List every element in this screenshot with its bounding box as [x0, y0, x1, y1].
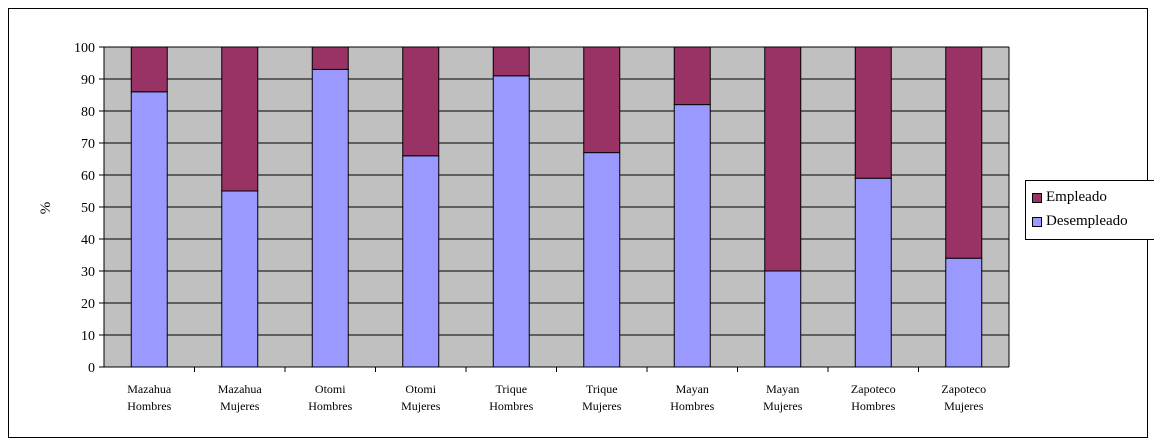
x-tick-label: Mujeres — [401, 399, 441, 413]
bar-empleado-6 — [673, 46, 711, 106]
x-tick-label: Mujeres — [944, 399, 984, 413]
bar-empleado-1 — [221, 46, 259, 192]
legend-item-desempleado: Desempleado — [1032, 213, 1128, 230]
x-tick-label: Mayan — [676, 382, 709, 396]
bar-desempleado-4 — [492, 75, 530, 368]
bar-empleado-8 — [854, 46, 892, 179]
legend-item-empleado: Empleado — [1032, 189, 1107, 206]
bars — [130, 46, 983, 368]
bar-empleado-4 — [492, 46, 530, 77]
legend: Empleado Desempleado — [1025, 180, 1154, 240]
bar-empleado-5 — [583, 46, 621, 154]
y-tick-label: 80 — [81, 105, 95, 120]
y-tick-label: 90 — [81, 73, 95, 88]
x-tick-labels: Mazahua Hombres Mazahua Mujeres Otomi Hombres… — [127, 382, 986, 413]
legend-swatch-empleado — [1032, 192, 1042, 203]
y-tick-label: 30 — [81, 265, 95, 280]
bar-empleado-9 — [945, 46, 983, 259]
y-tick-label: 50 — [81, 201, 95, 216]
x-tick-label: Mazahua — [218, 382, 263, 396]
x-tick-label: Hombres — [670, 399, 714, 413]
x-tick-label: Otomi — [405, 382, 436, 396]
y-tick-label: 40 — [81, 233, 95, 248]
bar-desempleado-8 — [854, 177, 892, 368]
bar-desempleado-2 — [311, 68, 349, 368]
y-axis-label: % — [38, 202, 54, 215]
y-tick-labels: 0 10 20 30 40 50 60 70 80 90 100 — [74, 41, 95, 376]
y-tick-label: 20 — [81, 297, 95, 312]
y-tick-label: 10 — [81, 329, 95, 344]
bar-desempleado-1 — [221, 190, 259, 368]
x-tick-label: Mujeres — [763, 399, 803, 413]
x-tick-label: Mujeres — [220, 399, 260, 413]
bar-empleado-2 — [311, 46, 349, 70]
bar-empleado-0 — [130, 46, 168, 93]
bar-desempleado-6 — [673, 104, 711, 368]
legend-swatch-desempleado — [1032, 216, 1042, 227]
legend-label-desempleado: Desempleado — [1046, 213, 1128, 229]
bar-desempleado-9 — [945, 257, 983, 368]
legend-label-empleado: Empleado — [1046, 189, 1107, 205]
x-tick-label: Mazahua — [127, 382, 172, 396]
x-tick-label: Trique — [495, 382, 527, 396]
y-tick-label: 100 — [74, 41, 95, 56]
x-tick-label: Hombres — [127, 399, 171, 413]
x-tick-label: Hombres — [489, 399, 533, 413]
bar-desempleado-5 — [583, 152, 621, 368]
x-tick-label: Zapoteco — [941, 382, 986, 396]
bar-empleado-7 — [764, 46, 802, 272]
x-tick-label: Hombres — [851, 399, 895, 413]
x-tick-label: Otomi — [315, 382, 346, 396]
y-tick-label: 60 — [81, 169, 95, 184]
axes — [99, 46, 1010, 372]
y-tick-label: 70 — [81, 137, 95, 152]
x-tick-label: Mayan — [766, 382, 799, 396]
x-tick-label: Hombres — [308, 399, 352, 413]
x-tick-label: Zapoteco — [851, 382, 896, 396]
bar-desempleado-7 — [764, 270, 802, 368]
bar-desempleado-3 — [402, 155, 440, 368]
bar-desempleado-0 — [130, 91, 168, 368]
bar-empleado-3 — [402, 46, 440, 157]
x-tick-label: Mujeres — [582, 399, 622, 413]
x-tick-label: Trique — [586, 382, 618, 396]
y-tick-label: 0 — [88, 361, 95, 376]
